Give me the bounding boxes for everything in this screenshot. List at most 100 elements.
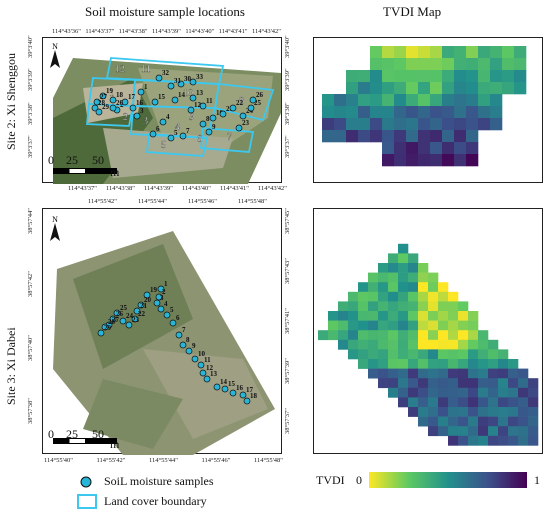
tvdi-pixel <box>418 359 429 369</box>
tvdi-pixel <box>358 106 371 119</box>
tvdi-pixel <box>418 311 429 321</box>
svg-text:6: 6 <box>197 134 202 145</box>
tvdi-pixel <box>490 82 503 95</box>
tvdi-pixel <box>378 272 389 283</box>
tvdi-pixel <box>442 46 455 59</box>
tvdi-pixel <box>382 70 395 83</box>
tvdi-pixel <box>454 142 467 155</box>
tvdi-pixel <box>394 82 407 95</box>
sample-label: 1 <box>164 280 168 288</box>
sample-point <box>209 114 217 122</box>
tvdi-pixel <box>398 359 409 369</box>
tvdi-pixel <box>448 349 459 360</box>
tvdi-pixel <box>438 291 449 302</box>
tvdi-pixel <box>398 243 409 254</box>
sample-label: 25 <box>120 304 128 312</box>
tvdi-pixel <box>378 330 389 341</box>
sample-label: 2 <box>162 288 166 296</box>
tvdi-pixel <box>478 339 489 350</box>
tvdi-pixel <box>322 94 335 107</box>
tvdi-pixel <box>428 272 439 283</box>
tvdi-pixel <box>466 94 479 107</box>
tvdi-pixel <box>438 368 449 379</box>
tvdi-pixel <box>408 263 419 273</box>
tvdi-pixel <box>418 330 429 341</box>
tvdi-pixel <box>468 330 479 341</box>
tvdi-pixel <box>430 58 443 71</box>
sample-label: 12 <box>194 101 202 109</box>
tvdi-pixel <box>378 359 389 369</box>
sample-point <box>113 309 121 317</box>
tvdi-pixel <box>448 416 459 427</box>
tvdi-pixel <box>378 349 389 360</box>
tvdi-pixel <box>454 106 467 119</box>
sample-point <box>121 98 129 106</box>
coordinate-tick-label: 39°3'37" <box>284 135 291 158</box>
tvdi-pixel <box>382 154 395 167</box>
tvdi-pixel <box>466 106 479 119</box>
sample-point <box>153 299 161 307</box>
sample-label: 16 <box>236 384 244 392</box>
tvdi-pixel <box>458 426 469 437</box>
tvdi-pixel <box>368 339 379 350</box>
tvdi-pixel <box>368 349 379 360</box>
sample-label: 27 <box>100 93 108 101</box>
tvdi-pixel <box>398 253 409 264</box>
sample-point <box>247 104 255 112</box>
tvdi-pixel <box>346 70 359 83</box>
tvdi-colorbar <box>369 472 527 488</box>
tvdi-pixel <box>448 301 459 312</box>
tvdi-pixel <box>448 397 459 408</box>
tvdi-pixel <box>418 407 429 417</box>
tvdi-pixel <box>382 142 395 155</box>
tvdi-pixel <box>358 301 369 312</box>
tvdi-pixel <box>328 311 339 321</box>
tvdi-pixel <box>428 416 439 427</box>
tvdi-pixel <box>490 58 503 71</box>
sample-label: 18 <box>116 91 124 99</box>
tvdi-pixel <box>430 94 443 107</box>
sample-point <box>131 315 139 323</box>
tvdi-pixel <box>348 291 359 302</box>
tvdi-pixel <box>382 58 395 71</box>
coordinate-tick-label: 38°57'43" <box>284 258 291 284</box>
tvdi-pixel <box>528 426 539 437</box>
sample-point <box>143 291 151 299</box>
tvdi-pixel <box>448 320 459 331</box>
tvdi-pixel <box>394 70 407 83</box>
sample-label: 8 <box>206 115 210 123</box>
tvdi-pixel <box>454 118 467 131</box>
coordinate-tick-label: 114°55'42" <box>96 457 126 464</box>
tvdi-pixel <box>502 82 515 95</box>
sample-label: 13 <box>196 89 204 97</box>
tvdi-pixel <box>428 378 439 389</box>
coordinate-tick-label: 114°55'48" <box>238 198 267 205</box>
tvdi-pixel <box>408 311 419 321</box>
sample-label: 10 <box>216 109 224 117</box>
tvdi-pixel <box>478 94 491 107</box>
tvdi-pixel <box>406 154 419 167</box>
coordinate-tick-label: 38°57'39" <box>284 358 291 384</box>
svg-text:7: 7 <box>227 132 232 143</box>
tvdi-pixel <box>388 359 399 369</box>
sample-point <box>157 285 165 293</box>
sample-label: 29 <box>104 324 112 332</box>
tvdi-pixel <box>428 368 439 379</box>
tvdi-pixel <box>346 82 359 95</box>
site3-label: Site 3: Xi Dabei <box>4 327 18 405</box>
site2-scale-50: 50 <box>92 153 104 167</box>
tvdi-pixel <box>478 387 489 398</box>
sample-point <box>179 341 187 349</box>
tvdi-pixel <box>394 118 407 131</box>
tvdi-pixel <box>468 378 479 389</box>
tvdi-pixel <box>528 407 539 417</box>
sample-point <box>109 104 117 112</box>
tvdi-pixel <box>394 142 407 155</box>
tvdi-pixel <box>406 58 419 71</box>
tvdi-pixel <box>458 349 469 360</box>
tvdi-pixel <box>454 58 467 71</box>
tvdi-pixel <box>488 349 499 360</box>
tvdi-pixel <box>454 154 467 167</box>
tvdi-pixel <box>478 118 491 131</box>
